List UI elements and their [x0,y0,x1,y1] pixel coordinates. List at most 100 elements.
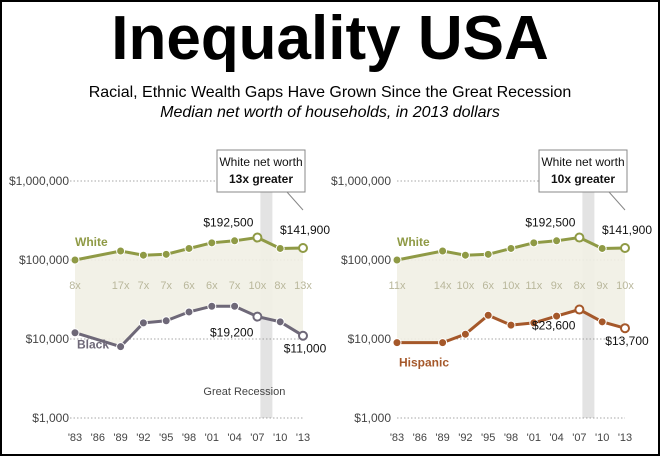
highlight-point [252,311,263,322]
data-point [161,316,171,326]
series-line-white [74,235,304,262]
highlight-point [620,242,630,253]
callout-box [538,149,628,193]
y-tick-label: $1,000,000 [331,174,391,188]
ratio-label: 7x [229,280,241,292]
recession-label: Great Recession [203,386,285,398]
ratio-label: 8x [274,280,286,292]
callout-pointer [608,191,626,211]
ratio-label: 11x [389,280,406,292]
series-label-white: White [75,235,108,249]
data-point [70,328,80,338]
data-point [275,317,285,327]
x-tick-label: '01 [205,432,219,444]
x-tick-label: '04 [549,432,563,444]
ratio-label: 9x [596,280,608,292]
data-point [184,307,194,317]
gap-area [397,237,625,343]
data-point [506,243,516,253]
ratio-label: 6x [206,280,218,292]
data-point [138,250,148,260]
series-label-black: Black [77,338,109,352]
data-point [529,318,539,328]
highlight-point [574,304,585,315]
y-tick-label: $10,000 [26,332,70,346]
x-tick-label: '13 [618,432,632,444]
data-point [529,238,539,248]
value-label: $192,500 [203,216,253,230]
callout-line2: 13x greater [229,172,293,186]
x-tick-label: '92 [136,432,150,444]
x-tick-label: '83 [390,432,404,444]
data-point [597,317,607,327]
y-tick-label: $1,000,000 [9,174,69,188]
value-label: $23,600 [532,319,576,333]
ratio-label: 10x [457,280,475,292]
ratio-label: 10x [616,280,634,292]
ratio-label: 14x [434,280,452,292]
data-point [138,318,148,328]
data-point [438,246,448,256]
x-tick-label: '86 [413,432,427,444]
y-tick-label: $1,000 [32,411,69,425]
ratio-label: 10x [502,280,520,292]
y-tick-label: $10,000 [348,332,392,346]
x-tick-label: '95 [159,432,173,444]
data-point [207,301,217,311]
x-tick-label: '95 [481,432,495,444]
chart-panel-1: $1,000,000 $100,000 $10,000 $1,000 8x 17x 7x 7x… [9,149,330,444]
ratio-label: 6x [482,280,494,292]
data-point [552,236,562,246]
y-tick-label: $1,000 [354,411,391,425]
data-point [275,243,285,253]
data-point [460,250,470,260]
ratio-label: 9x [551,280,563,292]
data-point [116,342,126,352]
x-tick-label: '10 [595,432,609,444]
data-point [483,310,493,320]
ratio-label: 8x [574,280,586,292]
y-tick-label: $100,000 [341,253,391,267]
callout-line1: White net worth [219,155,302,169]
data-point [116,246,126,256]
data-point [460,329,470,339]
chart-panel-2: $1,000,000 $100,000 $10,000 $1,000 11x 14x 10x… [331,149,652,444]
ratio-label: 10x [249,280,267,292]
ratio-label: 7x [138,280,150,292]
x-tick-label: '10 [273,432,287,444]
page-title: Inequality USA [111,4,549,73]
page-subtitle: Racial, Ethnic Wealth Gaps Have Grown Si… [88,84,572,101]
x-tick-label: '04 [227,432,241,444]
highlight-point [574,232,585,243]
ratio-label: 6x [183,280,195,292]
ratio-label: 11x [525,280,542,292]
series-label-hispanic: Hispanic [399,356,449,370]
x-tick-label: '07 [250,432,264,444]
value-label: $141,900 [602,223,652,237]
series-line-black [74,304,304,349]
data-point [552,311,562,321]
callout-pointer [286,191,304,211]
gap-area [75,237,303,347]
x-tick-label: '07 [572,432,586,444]
series-line-white [396,235,626,262]
callout-line1: White net worth [541,155,624,169]
data-point [161,249,171,259]
chart-caption: Median net worth of households, in 2013 … [160,104,500,121]
data-point [438,338,448,348]
data-point [392,338,402,348]
highlight-point [298,330,308,341]
x-tick-label: '89 [113,432,127,444]
data-point [70,255,80,265]
data-point [184,243,194,253]
callout-box [216,149,306,193]
value-label: $13,700 [605,334,649,348]
data-point [597,243,607,253]
x-tick-label: '98 [182,432,196,444]
data-point [392,255,402,265]
value-label: $141,900 [280,223,330,237]
x-tick-label: '83 [68,432,82,444]
series-label-white: White [397,235,430,249]
